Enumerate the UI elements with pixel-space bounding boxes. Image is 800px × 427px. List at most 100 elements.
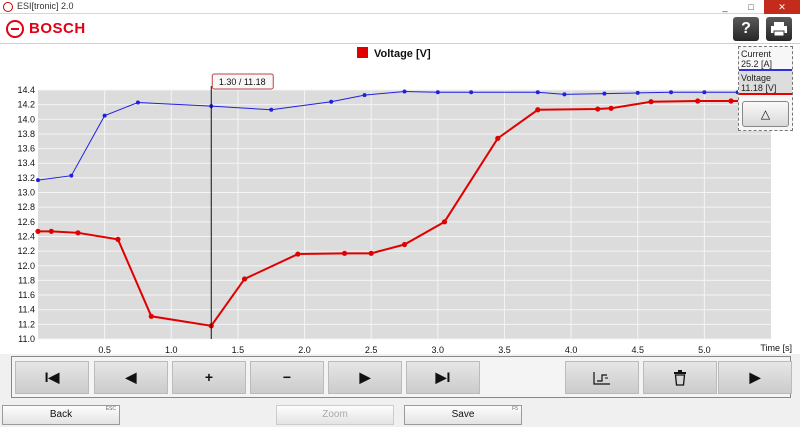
zoom-button: Zoom xyxy=(276,405,394,425)
delete-button[interactable] xyxy=(643,361,717,394)
legend-item-current[interactable]: Current 25.2 [A] xyxy=(739,47,792,71)
x-tick-label: 4.0 xyxy=(565,345,578,354)
cursor-readout-box xyxy=(211,73,274,90)
y-tick-label: 13.8 xyxy=(17,129,35,139)
y-tick-label: 11.8 xyxy=(18,275,35,285)
trigger-button[interactable] xyxy=(565,361,639,394)
data-point-current xyxy=(602,91,607,96)
data-point-voltage xyxy=(441,219,448,225)
x-tick-label: 1.0 xyxy=(165,345,178,354)
footer-bar: Back ESC Zoom Save F5 xyxy=(0,401,800,427)
x-tick-label: 4.5 xyxy=(631,345,644,354)
y-tick-label: 13.2 xyxy=(17,173,35,183)
data-point-voltage xyxy=(401,241,408,248)
save-button[interactable]: Save F5 xyxy=(404,405,522,425)
data-point-voltage xyxy=(595,106,601,112)
legend-voltage-name: Voltage xyxy=(741,73,772,83)
data-point-current xyxy=(669,90,674,95)
save-button-label: Save xyxy=(451,409,475,420)
voltage-chart[interactable]: 11.0 11.2 11.4 11.6 11.8 12.0 12.2 12.4 12.6 12.8… xyxy=(0,44,800,354)
y-tick-label: 11.2 xyxy=(18,319,35,329)
y-tick-label: 13.0 xyxy=(17,188,35,198)
title-legend-swatch xyxy=(357,47,368,58)
trigger-icon xyxy=(593,372,610,385)
data-point-voltage xyxy=(115,236,121,242)
back-button-label: Back xyxy=(49,409,73,420)
chart-toolbar: I◀ ◀ + − ▶ ▶I ▶ xyxy=(11,356,792,398)
y-tick-label: 11.4 xyxy=(18,305,35,315)
y-tick-label: 14.0 xyxy=(17,114,35,124)
app-header: BOSCH ? xyxy=(0,14,800,44)
close-button[interactable]: ✕ xyxy=(764,0,800,14)
y-tick-label: 14.2 xyxy=(17,100,35,110)
chart-panel: 11.0 11.2 11.4 11.6 11.8 12.0 12.2 12.4 12.6 12.8… xyxy=(0,44,800,354)
x-tick-label: 3.5 xyxy=(498,345,511,354)
window-controls: _ □ ✕ xyxy=(712,0,800,14)
bosch-logo-icon xyxy=(6,20,24,38)
legend-current-value: 25.2 [A] xyxy=(741,59,773,69)
save-shortcut-key: F5 xyxy=(512,406,518,412)
data-point-voltage xyxy=(75,230,81,236)
data-point-voltage xyxy=(241,276,248,282)
data-point-voltage xyxy=(48,228,54,234)
x-tick-label: 2.0 xyxy=(298,345,311,354)
x-tick-label: 1.5 xyxy=(232,345,245,354)
data-point-voltage xyxy=(648,99,654,105)
back-button[interactable]: Back ESC xyxy=(2,405,120,425)
data-point-current xyxy=(102,113,107,118)
x-tick-label: 0.5 xyxy=(98,345,111,354)
legend-item-voltage[interactable]: Voltage 11.18 [V] xyxy=(739,71,792,95)
zoom-button-label: Zoom xyxy=(322,409,348,420)
legend-voltage-value: 11.18 [V] xyxy=(741,83,777,93)
zoom-in-button[interactable]: + xyxy=(172,361,246,394)
data-point-current xyxy=(562,92,567,97)
play-button[interactable]: ▶ xyxy=(718,361,792,394)
window-title: ESI[tronic] 2.0 xyxy=(17,1,74,11)
go-last-button[interactable]: ▶I xyxy=(406,361,480,394)
plot-area xyxy=(38,90,771,339)
y-tick-label: 12.8 xyxy=(17,202,35,212)
data-point-current xyxy=(36,178,40,183)
zoom-out-button[interactable]: − xyxy=(250,361,324,394)
legend-scroll-up-button[interactable]: △ xyxy=(742,101,789,127)
data-point-current xyxy=(362,93,367,98)
y-tick-label: 12.4 xyxy=(17,231,35,241)
y-tick-label: 13.6 xyxy=(17,144,35,154)
cursor-readout: 1.30 / 11.18 xyxy=(219,77,266,87)
minimize-button[interactable]: _ xyxy=(722,2,728,12)
data-point-voltage xyxy=(728,98,734,104)
data-point-current xyxy=(402,89,407,94)
app-icon xyxy=(3,2,13,12)
data-point-current xyxy=(635,90,640,95)
data-point-current xyxy=(702,90,707,95)
y-tick-label: 13.4 xyxy=(17,158,35,168)
printer-icon xyxy=(771,22,787,37)
data-point-current xyxy=(535,90,540,95)
trash-icon xyxy=(674,370,686,386)
y-tick-label: 12.0 xyxy=(17,261,35,271)
back-shortcut-key: ESC xyxy=(105,406,116,412)
data-point-voltage xyxy=(295,251,301,257)
data-point-voltage xyxy=(368,250,374,256)
data-point-voltage xyxy=(608,105,614,111)
data-point-voltage xyxy=(148,313,154,319)
go-first-button[interactable]: I◀ xyxy=(15,361,89,394)
step-back-button[interactable]: ◀ xyxy=(94,361,168,394)
step-forward-button[interactable]: ▶ xyxy=(328,361,402,394)
y-tick-label: 12.2 xyxy=(17,246,35,256)
x-axis-label: Time [s] xyxy=(760,343,792,353)
series-line-voltage xyxy=(38,99,771,327)
maximize-button[interactable]: □ xyxy=(748,2,754,12)
data-point-voltage xyxy=(695,98,701,104)
help-button[interactable]: ? xyxy=(733,17,759,41)
brand-logo-text: BOSCH xyxy=(29,20,86,37)
data-point-voltage xyxy=(535,107,541,113)
data-point-voltage xyxy=(35,228,41,234)
data-point-current xyxy=(469,90,474,95)
y-tick-label: 14.4 xyxy=(17,85,35,95)
series-legend: Current 25.2 [A] Voltage 11.18 [V] △ xyxy=(738,46,793,131)
y-tick-label: 12.6 xyxy=(17,217,35,227)
print-button[interactable] xyxy=(766,17,792,41)
window-titlebar: ESI[tronic] 2.0 _ □ ✕ xyxy=(0,0,800,14)
y-tick-label: 11.6 xyxy=(18,290,35,300)
